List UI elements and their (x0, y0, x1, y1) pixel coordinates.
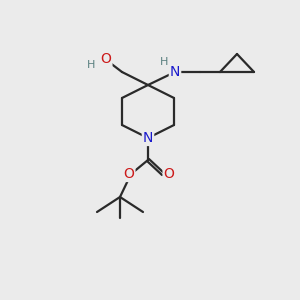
Text: H: H (87, 60, 95, 70)
Text: H: H (160, 57, 168, 67)
Text: O: O (124, 167, 134, 181)
Text: O: O (100, 52, 111, 66)
Text: N: N (143, 131, 153, 145)
Text: O: O (164, 167, 174, 181)
Text: N: N (170, 65, 180, 79)
